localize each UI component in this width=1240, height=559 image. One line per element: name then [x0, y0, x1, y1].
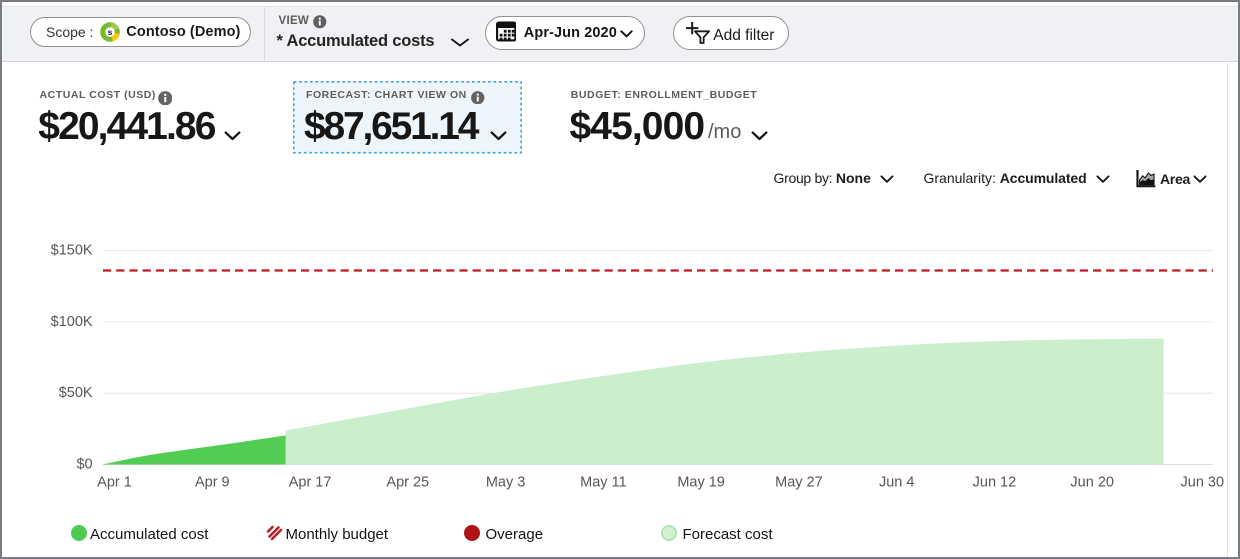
- svg-text:Apr 9: Apr 9: [195, 475, 230, 491]
- svg-text:$50K: $50K: [59, 385, 93, 401]
- svg-text:May 3: May 3: [486, 475, 526, 491]
- svg-text:Jun 20: Jun 20: [1070, 475, 1114, 491]
- svg-text:Jun 12: Jun 12: [973, 475, 1017, 491]
- svg-text:$100K: $100K: [51, 314, 93, 330]
- svg-text:s: s: [108, 27, 113, 37]
- svg-text:Apr 25: Apr 25: [386, 475, 429, 491]
- svg-text:$150K: $150K: [51, 243, 93, 259]
- svg-text:Apr 17: Apr 17: [289, 475, 332, 491]
- svg-text:May 27: May 27: [775, 475, 823, 491]
- svg-text:$0: $0: [76, 456, 92, 472]
- svg-text:Jun 4: Jun 4: [879, 475, 914, 491]
- svg-text:Jun 30: Jun 30: [1181, 475, 1225, 491]
- svg-text:May 11: May 11: [580, 475, 626, 491]
- svg-text:Apr 1: Apr 1: [97, 475, 132, 491]
- svg-text:May 19: May 19: [677, 475, 725, 491]
